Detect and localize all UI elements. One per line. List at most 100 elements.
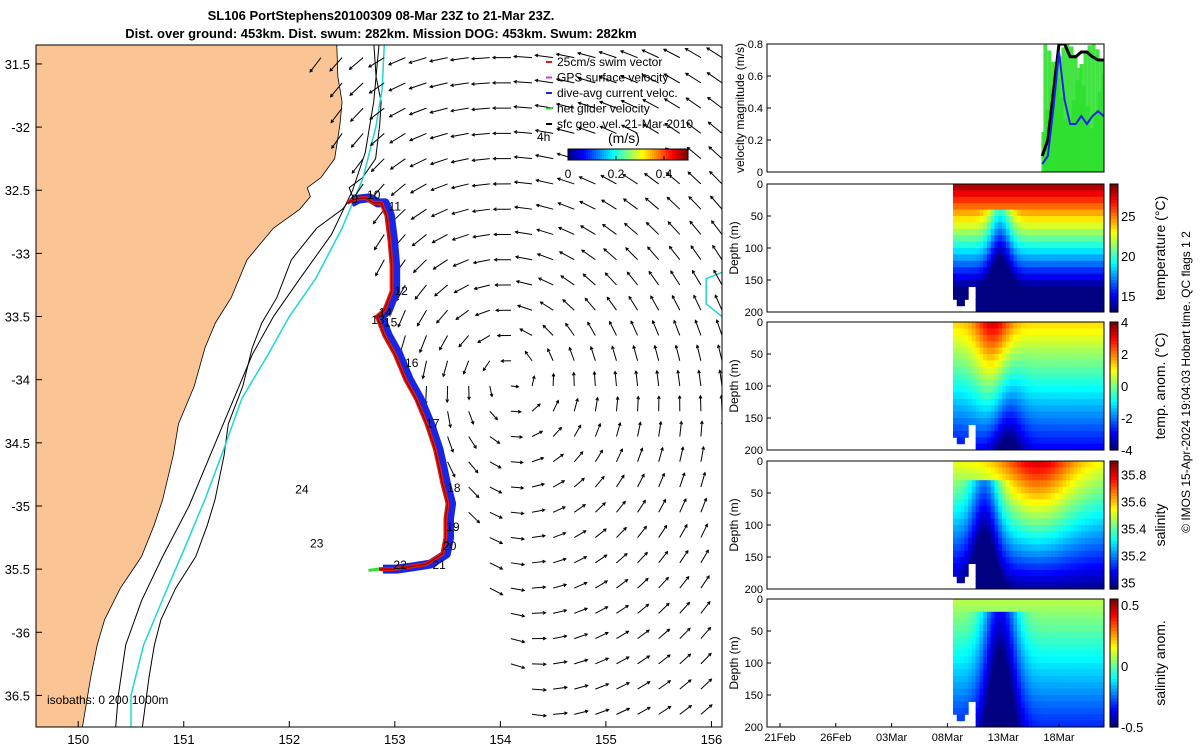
section-cell: [1051, 437, 1056, 445]
section-cell: [1081, 701, 1086, 709]
section-cell: [1062, 486, 1067, 494]
section-cell: [1032, 209, 1037, 217]
velocity-vector: [531, 376, 535, 387]
colorbar-segment: [628, 149, 631, 160]
section-cell: [1085, 292, 1090, 300]
section-cell: [986, 544, 992, 552]
section-cell: [1028, 235, 1033, 243]
velocity-vector: [531, 713, 547, 717]
section-cell: [1081, 328, 1086, 336]
vector-arrowhead: [445, 399, 450, 404]
section-cell: [1088, 611, 1094, 619]
section-cell: [1058, 373, 1064, 381]
section-cell: [1032, 682, 1037, 690]
section-cell: [1047, 569, 1052, 577]
section-y-tick-label: 150: [745, 275, 763, 287]
section-cell: [1013, 411, 1018, 419]
section-cell: [975, 216, 981, 223]
section-cell: [1100, 643, 1104, 651]
section-cell: [1032, 305, 1037, 312]
section-cell: [1077, 222, 1082, 230]
section-cell: [956, 248, 962, 255]
vector-arrowhead: [624, 578, 629, 583]
section-cell: [1073, 643, 1079, 651]
velocity-vector: [468, 411, 474, 425]
section-colorbar-segment: [1110, 267, 1118, 271]
section-cell: [1028, 379, 1033, 387]
section-cell: [1017, 461, 1022, 468]
vector-arrowhead: [617, 421, 622, 427]
section-cell: [952, 328, 958, 336]
section-cell: [1058, 512, 1064, 520]
section-colorbar-segment: [1110, 585, 1118, 590]
section-cell: [952, 280, 958, 287]
vector-arrowhead: [408, 86, 413, 90]
section-cell: [1002, 695, 1007, 702]
colorbar-tick-label: 0: [565, 167, 572, 181]
section-cell: [1100, 720, 1104, 727]
colorbar-segment: [598, 149, 601, 160]
vector-arrowhead: [576, 51, 581, 56]
section-cell: [1032, 248, 1037, 255]
section-cell: [1013, 292, 1018, 300]
section-cell: [1092, 235, 1098, 243]
section-cell: [1054, 582, 1060, 589]
vector-arrowhead: [500, 359, 505, 363]
vector-arrowhead: [562, 299, 566, 303]
section-cell: [1032, 254, 1037, 262]
section-cell: [1028, 544, 1033, 552]
day-label: 24: [295, 482, 309, 496]
section-cell: [971, 631, 977, 638]
section-cell: [1009, 569, 1014, 577]
section-cell: [1096, 280, 1101, 287]
section-cell: [1066, 631, 1071, 638]
section-cell: [1020, 631, 1026, 638]
section-cell: [983, 688, 988, 696]
colorbar-frame: [567, 148, 689, 161]
section-colorbar-segment: [1110, 701, 1118, 706]
section-cell: [1043, 280, 1048, 287]
section-cell: [1058, 675, 1064, 683]
velocity-vector: [473, 233, 490, 238]
section-cell: [956, 480, 962, 488]
velocity-vector: [679, 627, 691, 639]
section-cell: [1051, 280, 1056, 287]
section-y-axis-label: Depth (m): [727, 221, 741, 274]
colorbar-segment: [672, 149, 675, 160]
section-cell: [960, 222, 965, 230]
section-cell: [1081, 286, 1086, 294]
section-cell: [998, 305, 1003, 312]
vector-arrowhead: [584, 709, 589, 714]
section-cell: [1092, 241, 1098, 249]
section-cell: [1058, 569, 1064, 577]
section-cell: [979, 643, 984, 651]
velocity-vector: [468, 511, 480, 524]
section-cell: [1047, 190, 1052, 198]
section-cell: [1051, 518, 1056, 526]
section-cell: [1070, 605, 1075, 613]
section-cell: [986, 531, 992, 539]
section-cell: [1081, 624, 1086, 632]
section-cell: [998, 618, 1003, 626]
section-cell: [1047, 480, 1052, 488]
map-x-tick-label: 150: [67, 732, 89, 747]
section-cell: [1017, 582, 1022, 589]
section-cell: [1047, 688, 1052, 696]
velocity-vector: [710, 195, 722, 210]
section-cell: [1096, 286, 1101, 294]
section-cell: [960, 184, 965, 191]
velocity-vector: [535, 54, 554, 59]
section-cell: [1020, 525, 1026, 532]
velocity-vector: [666, 172, 681, 185]
section-cell: [986, 499, 992, 507]
section-colorbar-segment: [1110, 289, 1118, 294]
section-cell: [1024, 360, 1030, 368]
section-cell: [1100, 576, 1104, 584]
section-cell: [1088, 248, 1094, 255]
section-cell: [1036, 599, 1041, 606]
section-cell: [1077, 260, 1082, 268]
section-cell: [1073, 720, 1079, 727]
section-cell: [1051, 260, 1056, 268]
section-cell: [1066, 235, 1071, 243]
section-cell: [1047, 418, 1052, 425]
